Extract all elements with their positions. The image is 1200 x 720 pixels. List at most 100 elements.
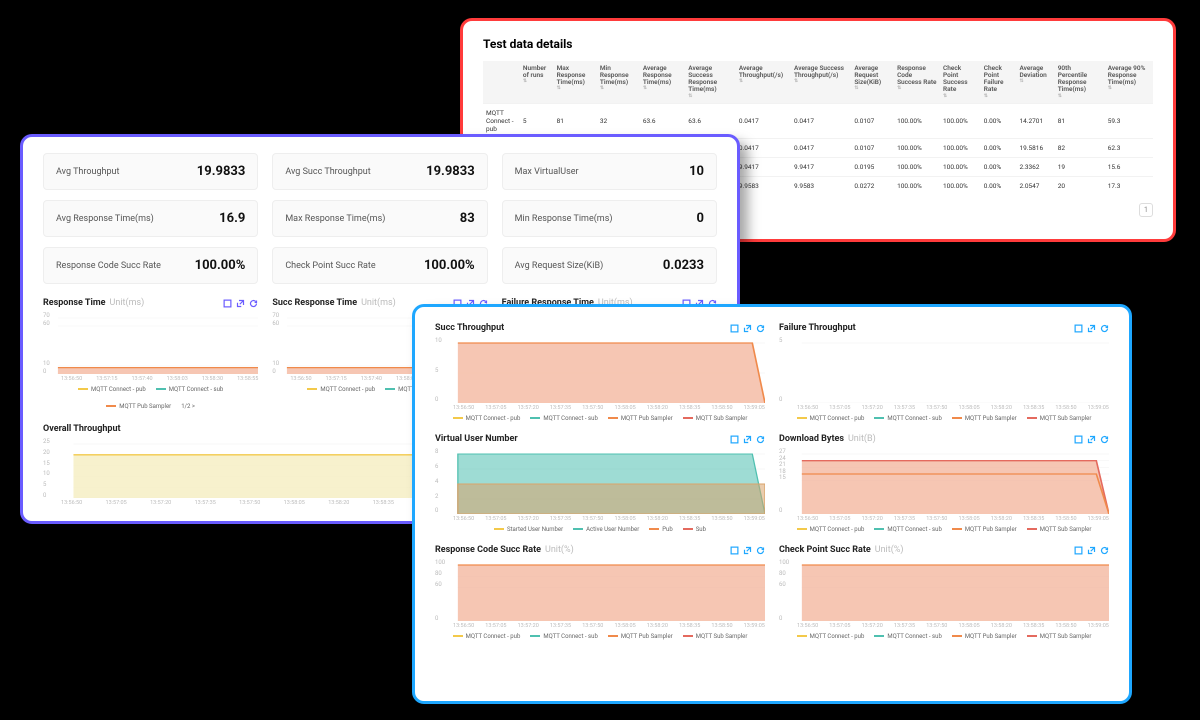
popout-icon[interactable] bbox=[743, 546, 752, 555]
table-header[interactable]: 90th Percentile Response Time(ms)⇅ bbox=[1055, 61, 1105, 104]
metric-value: 10 bbox=[689, 164, 704, 179]
expand-icon[interactable] bbox=[1074, 324, 1083, 333]
expand-icon[interactable] bbox=[730, 546, 739, 555]
refresh-icon[interactable] bbox=[1100, 324, 1109, 333]
table-header[interactable]: Average Request Size(KiB)⇅ bbox=[851, 61, 894, 104]
table-cell: 100.00% bbox=[940, 158, 981, 177]
table-header[interactable] bbox=[483, 61, 520, 104]
legend-item[interactable]: MQTT Connect - pub bbox=[453, 415, 521, 422]
legend-pager[interactable]: 1/2 > bbox=[181, 403, 195, 410]
legend-item[interactable]: MQTT Connect - sub bbox=[874, 526, 941, 533]
legend-item[interactable]: MQTT Connect - sub bbox=[156, 386, 223, 393]
table-header[interactable]: Check Point Failure Rate⇅ bbox=[981, 61, 1017, 104]
popout-icon[interactable] bbox=[1087, 324, 1096, 333]
table-header[interactable]: Average Success Throughput(/s)⇅ bbox=[791, 61, 851, 104]
table-header[interactable]: Average 90% Response Time(ms)⇅ bbox=[1105, 61, 1153, 104]
metric-label: Avg Throughput bbox=[56, 167, 119, 177]
refresh-icon[interactable] bbox=[756, 435, 765, 444]
chart-tile: Download BytesUnit(B) 27242118150 13:56:… bbox=[779, 434, 1109, 533]
legend-item[interactable]: Started User Number bbox=[494, 526, 563, 533]
chart-legend: MQTT Connect - pub MQTT Connect - sub MQTT… bbox=[779, 415, 1109, 422]
expand-icon[interactable] bbox=[1074, 435, 1083, 444]
chart-x-axis: 13:56:5013:57:1513:57:4013:58:0313:58:30… bbox=[43, 376, 258, 382]
table-header[interactable]: Max Response Time(ms)⇅ bbox=[554, 61, 597, 104]
chart-legend: MQTT Connect - pub MQTT Connect - sub MQTT… bbox=[435, 415, 765, 422]
legend-item[interactable]: MQTT Connect - sub bbox=[874, 415, 941, 422]
legend-item[interactable]: MQTT Sub Sampler bbox=[1027, 415, 1092, 422]
legend-item[interactable]: MQTT Connect - pub bbox=[797, 526, 865, 533]
chart-legend: MQTT Connect - pub MQTT Connect - sub MQTT… bbox=[779, 633, 1109, 640]
chart-toolbar bbox=[1074, 435, 1109, 444]
chart-toolbar bbox=[730, 324, 765, 333]
popout-icon[interactable] bbox=[236, 299, 245, 308]
expand-icon[interactable] bbox=[1074, 546, 1083, 555]
chart-toolbar bbox=[1074, 324, 1109, 333]
chart-legend: Started User Number Active User Number Pub… bbox=[435, 526, 765, 533]
legend-item[interactable]: MQTT Connect - sub bbox=[530, 633, 597, 640]
refresh-icon[interactable] bbox=[756, 324, 765, 333]
legend-item[interactable]: MQTT Connect - pub bbox=[307, 386, 375, 393]
table-cell: 0.0195 bbox=[851, 158, 894, 177]
refresh-icon[interactable] bbox=[1100, 435, 1109, 444]
legend-item[interactable]: MQTT Pub Sampler bbox=[952, 526, 1017, 533]
chart-title: Overall Throughput bbox=[43, 424, 125, 434]
table-cell: 100.00% bbox=[894, 158, 940, 177]
table-header[interactable]: Average Throughput(/s)⇅ bbox=[736, 61, 791, 104]
popout-icon[interactable] bbox=[1087, 546, 1096, 555]
chart-x-axis: 13:56:5013:57:0513:57:2013:57:3513:57:50… bbox=[779, 516, 1109, 522]
table-cell: 100.00% bbox=[940, 104, 981, 139]
chart-toolbar bbox=[1074, 546, 1109, 555]
legend-item[interactable]: MQTT Pub Sampler bbox=[952, 633, 1017, 640]
table-header[interactable]: Number of runs⇅ bbox=[520, 61, 554, 104]
legend-item[interactable]: MQTT Sub Sampler bbox=[683, 415, 748, 422]
legend-item[interactable]: MQTT Pub Sampler bbox=[608, 415, 673, 422]
legend-item[interactable]: MQTT Connect - pub bbox=[78, 386, 146, 393]
table-header[interactable]: Check Point Success Rate⇅ bbox=[940, 61, 981, 104]
expand-icon[interactable] bbox=[730, 324, 739, 333]
legend-item[interactable]: MQTT Connect - pub bbox=[797, 415, 865, 422]
table-cell: 0.0107 bbox=[851, 139, 894, 158]
metric-tile: Avg Succ Throughput 19.9833 bbox=[272, 153, 487, 190]
legend-item[interactable]: Active User Number bbox=[573, 526, 639, 533]
legend-item[interactable]: MQTT Sub Sampler bbox=[1027, 633, 1092, 640]
legend-item[interactable]: MQTT Connect - pub bbox=[453, 633, 521, 640]
metric-label: Avg Request Size(KiB) bbox=[515, 261, 604, 271]
metric-label: Check Point Succ Rate bbox=[285, 261, 375, 271]
legend-item[interactable]: MQTT Connect - pub bbox=[797, 633, 865, 640]
legend-item[interactable]: MQTT Sub Sampler bbox=[1027, 526, 1092, 533]
refresh-icon[interactable] bbox=[249, 299, 258, 308]
popout-icon[interactable] bbox=[743, 324, 752, 333]
table-cell: 0.00% bbox=[981, 139, 1017, 158]
metric-label: Max VirtualUser bbox=[515, 167, 579, 177]
chart-x-axis: 13:56:5013:57:0513:57:2013:57:3513:57:50… bbox=[435, 516, 765, 522]
chart-legend: MQTT Connect - pub MQTT Connect - sub MQTT… bbox=[43, 386, 258, 410]
table-header[interactable]: Average Success Response Time(ms)⇅ bbox=[685, 61, 736, 104]
table-header[interactable]: Average Response Time(ms)⇅ bbox=[640, 61, 685, 104]
refresh-icon[interactable] bbox=[756, 546, 765, 555]
table-header[interactable]: Average Deviation⇅ bbox=[1016, 61, 1054, 104]
popout-icon[interactable] bbox=[1087, 435, 1096, 444]
popout-icon[interactable] bbox=[743, 435, 752, 444]
legend-item[interactable]: MQTT Pub Sampler bbox=[608, 633, 673, 640]
legend-item[interactable]: MQTT Pub Sampler bbox=[952, 415, 1017, 422]
expand-icon[interactable] bbox=[223, 299, 232, 308]
table-cell: 0.0417 bbox=[736, 139, 791, 158]
table-cell: 100.00% bbox=[940, 177, 981, 196]
table-header[interactable]: Min Response Time(ms)⇅ bbox=[597, 61, 640, 104]
legend-item[interactable]: Pub bbox=[649, 526, 672, 533]
legend-item[interactable]: Sub bbox=[683, 526, 706, 533]
table-cell: 9.9583 bbox=[736, 177, 791, 196]
legend-item[interactable]: MQTT Connect - sub bbox=[530, 415, 597, 422]
refresh-icon[interactable] bbox=[1100, 546, 1109, 555]
expand-icon[interactable] bbox=[730, 435, 739, 444]
legend-item[interactable]: MQTT Sub Sampler bbox=[683, 633, 748, 640]
page-number[interactable]: 1 bbox=[1139, 203, 1153, 217]
table-title: Test data details bbox=[483, 37, 1153, 51]
table-header[interactable]: Response Code Success Rate⇅ bbox=[894, 61, 940, 104]
chart-legend: MQTT Connect - pub MQTT Connect - sub MQTT… bbox=[435, 633, 765, 640]
legend-item[interactable]: MQTT Connect - sub bbox=[874, 633, 941, 640]
chart-body: 1050 bbox=[435, 337, 765, 403]
table-cell: 100.00% bbox=[894, 177, 940, 196]
legend-item[interactable]: MQTT Pub Sampler bbox=[106, 403, 171, 410]
metric-tile: Avg Response Time(ms) 16.9 bbox=[43, 200, 258, 237]
